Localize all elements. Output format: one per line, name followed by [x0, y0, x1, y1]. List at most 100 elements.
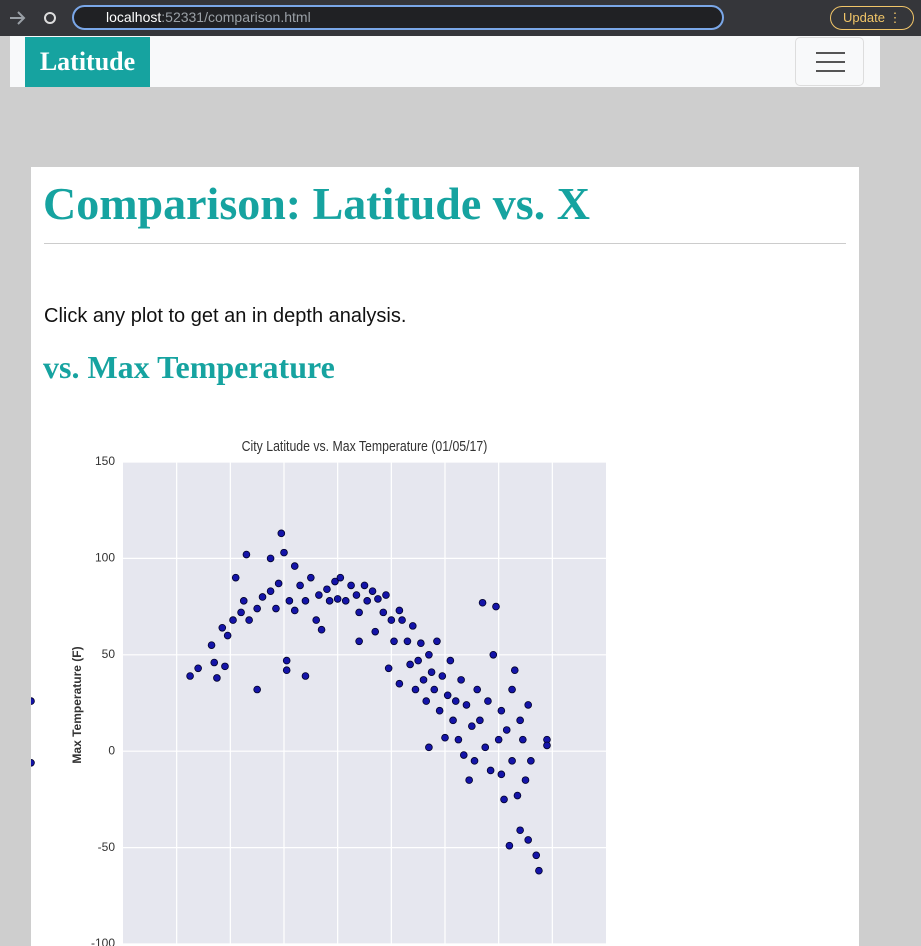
update-label: Update [843, 10, 885, 25]
scatter-point [237, 608, 245, 617]
scatter-point [355, 637, 363, 646]
scatter-point [497, 770, 506, 779]
scatter-point [371, 627, 380, 636]
scatter-point [323, 585, 331, 594]
scatter-point [414, 656, 422, 665]
scatter-point [449, 716, 457, 725]
scatter-point [282, 656, 291, 665]
scatter-point [419, 676, 428, 684]
scatter-point [446, 656, 455, 665]
scatter-point [516, 716, 524, 725]
scatter-point [194, 664, 202, 673]
plot-area [123, 462, 606, 944]
scatter-point [484, 697, 492, 705]
scatter-point [470, 757, 479, 765]
scatter-point [312, 616, 321, 624]
scatter-point [473, 685, 482, 694]
scatter-point [239, 597, 248, 605]
scatter-point [468, 722, 476, 730]
scatter-point [430, 685, 439, 694]
scatter-point [427, 668, 436, 676]
scatter-point [425, 743, 433, 752]
scatter-point [443, 691, 452, 700]
y-tick-label: -100 [91, 936, 115, 946]
scatter-point [516, 826, 524, 835]
scatter-point [266, 554, 275, 563]
scatter-point [253, 685, 261, 694]
scatter-point [465, 776, 473, 784]
scatter-point [513, 791, 522, 800]
scatter-point [336, 573, 345, 582]
scatter-point [333, 595, 342, 603]
scatter-point [508, 757, 516, 765]
scatter-point [457, 676, 465, 684]
brand[interactable]: Latitude [25, 37, 150, 87]
scatter-point [422, 697, 431, 705]
scatter-point [435, 706, 444, 715]
scatter-point [521, 776, 530, 784]
y-tick-label: 100 [95, 551, 115, 565]
scatter-point [486, 766, 495, 775]
navbar: Latitude [10, 36, 880, 87]
scatter-point [31, 697, 35, 705]
scatter-point [301, 597, 310, 605]
scatter-point [478, 598, 487, 607]
scatter-point [363, 597, 371, 605]
scatter-point [508, 685, 516, 694]
scatter-point [451, 697, 460, 705]
scatter-point [433, 637, 441, 646]
scatter-point [186, 672, 194, 680]
scatter-point [403, 637, 412, 646]
update-button[interactable]: Update ⋮ [830, 6, 914, 30]
scatter-point [505, 841, 514, 850]
scatter-point [210, 658, 219, 667]
divider [44, 243, 846, 244]
scatter-point [360, 581, 369, 590]
scatter-point [390, 637, 398, 646]
chart[interactable]: City Latitude vs. Max Temperature (01/05… [31, 167, 859, 946]
scatter-point [438, 672, 447, 680]
scatter-point [527, 757, 535, 765]
scatter-point [274, 579, 283, 588]
scatter-point [384, 664, 393, 673]
nav-icons [10, 11, 56, 25]
scatter-point [374, 595, 382, 603]
scatter-point [502, 726, 511, 734]
scatter-point [425, 650, 433, 659]
scatter-point [406, 660, 414, 669]
scatter-point [476, 716, 484, 725]
scatter-point [524, 836, 532, 844]
scatter-point [282, 666, 291, 675]
scatter-point [408, 622, 417, 630]
scatter-point [331, 577, 339, 586]
scatter-point [290, 606, 299, 615]
scatter-point [301, 672, 310, 680]
scatter-point [296, 581, 304, 590]
y-tick-label: -50 [98, 840, 116, 854]
address-bar[interactable]: localhost:52331/comparison.html [72, 5, 724, 30]
scatter-point [494, 735, 503, 744]
intro-text: Click any plot to get an in depth analys… [44, 305, 407, 327]
scatter-point [519, 735, 527, 744]
menu-toggle[interactable] [795, 37, 864, 86]
scatter-point [307, 573, 315, 582]
scatter-point [285, 597, 294, 605]
browser-toolbar: localhost:52331/comparison.html Update ⋮ [0, 0, 921, 36]
y-tick-label: 0 [108, 743, 115, 757]
scatter-point [395, 606, 404, 615]
scatter-point [382, 591, 390, 599]
scatter-point [532, 851, 541, 860]
scatter-point [277, 529, 286, 538]
scatter-point [253, 604, 261, 613]
scatter-point [368, 587, 377, 595]
scatter-point [441, 733, 449, 742]
url-path: :52331/comparison.html [161, 9, 311, 25]
scatter-point [280, 548, 288, 557]
scatter-point [221, 662, 229, 671]
scatter-point [398, 616, 406, 624]
scatter-point [272, 604, 280, 613]
url-host: localhost [106, 9, 162, 25]
scatter-point [213, 674, 221, 682]
scatter-point [454, 735, 463, 744]
